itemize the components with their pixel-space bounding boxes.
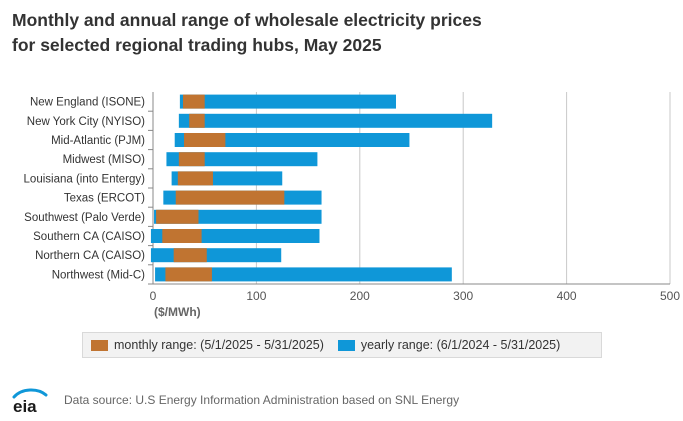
monthly-range-bar: [175, 190, 285, 205]
category-label: Texas (ERCOT): [64, 193, 145, 205]
category-label: Midwest (MISO): [63, 154, 146, 166]
data-source-note: Data source: U.S Energy Information Admi…: [64, 393, 460, 407]
category-label: Mid-Atlantic (PJM): [51, 135, 145, 147]
category-label: Northwest (Mid-C): [52, 269, 145, 281]
chart-title: Monthly and annual range of wholesale el…: [12, 8, 672, 58]
category-label: New York City (NYISO): [27, 116, 145, 128]
yearly-range-bar: [150, 248, 282, 263]
x-tick-label: 100: [246, 289, 266, 303]
eia-logo-icon: eia: [12, 388, 48, 414]
legend-item-yearly: yearly range: (6/1/2024 - 5/31/2025): [337, 338, 561, 352]
legend-item-monthly: monthly range: (5/1/2025 - 5/31/2025): [91, 338, 324, 352]
category-label: Louisiana (into Entergy): [24, 173, 146, 185]
x-tick-label: 200: [350, 289, 370, 303]
footer: eia Data source: U.S Energy Information …: [10, 382, 459, 418]
category-label: Northern CA (CAISO): [35, 250, 145, 262]
x-tick-label: 500: [660, 289, 680, 303]
x-tick-label: 0: [150, 289, 157, 303]
monthly-range-bar: [173, 248, 207, 263]
category-label: Southern CA (CAISO): [33, 231, 145, 243]
monthly-range-bar: [165, 267, 212, 282]
svg-text:eia: eia: [13, 397, 37, 414]
chart-legend: monthly range: (5/1/2025 - 5/31/2025) ye…: [82, 332, 602, 358]
monthly-range-bar: [184, 133, 226, 147]
yearly-range-bar: [174, 133, 410, 147]
legend-swatch-monthly: [91, 339, 108, 351]
x-axis-label: ($/MWh): [154, 305, 201, 319]
monthly-range-bar: [156, 209, 199, 224]
chart-title-line-2: for selected regional trading hubs, May …: [12, 35, 382, 55]
category-label: New England (ISONE): [30, 97, 145, 109]
yearly-range-bar: [179, 94, 396, 109]
x-tick-label: 400: [557, 289, 577, 303]
legend-label-yearly: yearly range: (6/1/2024 - 5/31/2025): [360, 338, 561, 352]
chart-title-line-1: Monthly and annual range of wholesale el…: [12, 10, 482, 30]
legend-label-monthly: monthly range: (5/1/2025 - 5/31/2025): [114, 338, 324, 352]
legend-swatch-yearly: [337, 339, 355, 351]
category-label: Southwest (Palo Verde): [24, 212, 145, 224]
x-tick-label: 300: [453, 289, 473, 303]
monthly-range-bar: [177, 171, 213, 186]
monthly-range-bar: [162, 229, 202, 243]
monthly-range-bar: [189, 113, 205, 128]
monthly-range-bar: [178, 152, 205, 167]
range-bar-chart: 0 100 200 300 400 500 ($/MWh) New England (ISON…: [24, 92, 680, 319]
yearly-range-bar: [178, 113, 493, 128]
monthly-range-bar: [182, 94, 205, 109]
yearly-range-bar: [155, 267, 452, 282]
